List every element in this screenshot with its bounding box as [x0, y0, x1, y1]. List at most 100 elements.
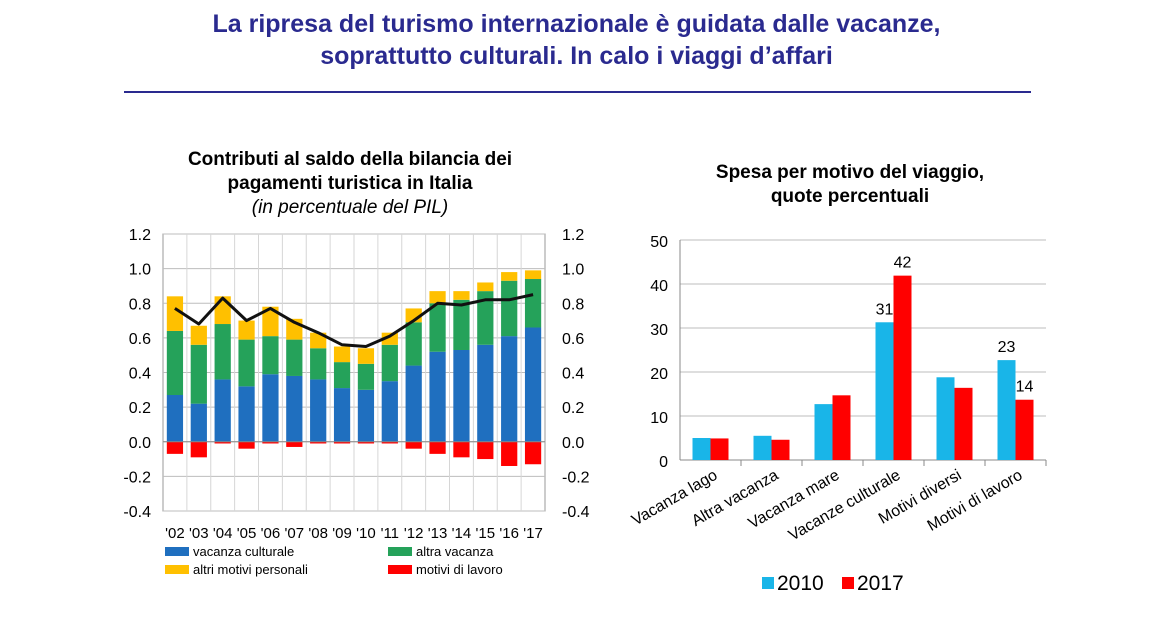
left-y-tick-label: -0.4 [123, 504, 151, 521]
left-bar-vacanza-culturale [381, 381, 398, 442]
left-bar-altri-motivi-personali [333, 346, 351, 363]
left-bar-altra-vacanza [405, 322, 422, 366]
left-bar-motivi-di-lavoro [477, 441, 494, 460]
right-bar-2017 [832, 395, 851, 460]
left-bar-motivi-di-lavoro [429, 441, 446, 454]
left-bar-motivi-di-lavoro [453, 441, 470, 458]
right-bar-2017 [710, 438, 729, 460]
left-bar-vacanza-culturale [238, 386, 255, 442]
left-bar-altra-vacanza [286, 339, 303, 376]
left-y2-tick-label: -0.4 [562, 504, 590, 521]
left-y2-tick-label: 0.4 [562, 366, 584, 383]
right-bar-2010 [936, 377, 955, 460]
left-bar-altri-motivi-personali [310, 332, 327, 349]
left-x-tick-label: '11 [381, 525, 399, 542]
left-x-tick-label: '03 [189, 525, 209, 542]
left-legend-swatch-altri-motivi-personali [165, 565, 189, 574]
right-chart-title-line2: quote percentuali [770, 186, 930, 207]
left-bar-altri-motivi-personali [238, 320, 255, 340]
left-bar-vacanza-culturale [190, 403, 207, 442]
left-bar-altra-vacanza [333, 362, 351, 389]
right-chart-title-line1: Spesa per motivo del viaggio, [715, 162, 985, 183]
left-bar-vacanza-culturale [214, 379, 231, 442]
left-legend-label-altra-vacanza: altra vacanza [416, 544, 494, 559]
left-bar-altra-vacanza [214, 324, 231, 380]
left-bar-motivi-di-lavoro [190, 441, 207, 458]
left-y-tick-label: 0.6 [129, 331, 151, 348]
left-bar-vacanza-culturale [166, 395, 184, 442]
left-bar-motivi-di-lavoro [357, 441, 375, 444]
left-bar-altra-vacanza [310, 348, 327, 380]
left-bar-altra-vacanza [524, 279, 542, 328]
left-bar-altra-vacanza [238, 339, 255, 387]
left-x-tick-label: '10 [356, 525, 376, 542]
left-y2-tick-label: 0.0 [562, 435, 584, 452]
slide-title-line1: La ripresa del turismo internazionale è … [212, 10, 941, 38]
left-bar-motivi-di-lavoro [333, 441, 351, 444]
left-bar-altri-motivi-personali [381, 332, 398, 345]
right-bar-2010 [875, 322, 894, 460]
left-bar-altri-motivi-personali [524, 270, 542, 280]
left-bar-altri-motivi-personali [453, 291, 470, 300]
left-bar-motivi-di-lavoro [501, 441, 518, 466]
right-data-label: 23 [998, 339, 1016, 356]
right-y-tick-label: 20 [650, 366, 668, 383]
left-x-tick-label: '07 [285, 525, 305, 542]
right-x-tick-label: Vacanze culturale [786, 467, 904, 545]
left-bar-motivi-di-lavoro [381, 441, 398, 444]
right-y-tick-label: 0 [659, 454, 668, 471]
left-bar-vacanza-culturale [429, 351, 446, 442]
left-chart-title-line2: pagamenti turistica in Italia [227, 173, 473, 194]
left-chart-title-line1: Contributi al saldo della bilancia dei [187, 149, 513, 170]
right-y-tick-label: 50 [650, 234, 668, 251]
slide-title: La ripresa del turismo internazionale è … [0, 8, 1153, 72]
left-bar-vacanza-culturale [477, 344, 494, 442]
left-y-tick-label: 0.4 [129, 366, 151, 383]
left-y-tick-label: -0.2 [123, 469, 151, 486]
left-bar-altri-motivi-personali [190, 325, 207, 345]
right-data-label: 42 [894, 255, 912, 272]
right-bar-2017 [893, 275, 912, 460]
left-bar-motivi-di-lavoro [286, 441, 303, 447]
left-x-tick-label: '17 [523, 525, 543, 542]
left-bar-altra-vacanza [501, 280, 518, 337]
left-bar-altri-motivi-personali [429, 291, 446, 304]
title-divider [124, 91, 1031, 93]
left-y-tick-label: 0.0 [129, 435, 151, 452]
left-y-tick-label: 1.0 [129, 262, 151, 279]
left-bar-motivi-di-lavoro [214, 441, 231, 444]
right-legend-swatch-2017 [842, 577, 854, 589]
left-legend-swatch-altra-vacanza [388, 547, 412, 556]
left-bar-vacanza-culturale [357, 389, 375, 442]
left-bar-altra-vacanza [262, 336, 279, 375]
left-bar-vacanza-culturale [453, 349, 470, 442]
right-bar-2017 [954, 387, 973, 460]
left-bar-altra-vacanza [166, 330, 184, 396]
right-data-label: 14 [1016, 379, 1034, 396]
left-bar-altra-vacanza [357, 363, 375, 390]
left-x-tick-label: '16 [499, 525, 519, 542]
right-legend-label-2010: 2010 [777, 572, 824, 595]
left-x-tick-label: '13 [428, 525, 448, 542]
left-bar-altra-vacanza [381, 344, 398, 382]
left-legend-label-altri-motivi-personali: altri motivi personali [193, 562, 308, 577]
left-bar-altra-vacanza [477, 291, 494, 345]
left-bar-vacanza-culturale [262, 374, 279, 442]
left-bar-motivi-di-lavoro [166, 441, 184, 454]
left-y-tick-label: 0.8 [129, 296, 151, 313]
left-chart-title: Contributi al saldo della bilancia dei p… [135, 148, 565, 220]
left-bar-vacanza-culturale [501, 336, 518, 442]
left-bar-motivi-di-lavoro [524, 441, 542, 465]
right-chart-title: Spesa per motivo del viaggio, quote perc… [640, 161, 1060, 209]
left-bar-altra-vacanza [453, 299, 470, 350]
left-line-saldo [174, 293, 534, 348]
left-x-tick-label: '04 [213, 525, 233, 542]
right-legend-label-2017: 2017 [857, 572, 904, 595]
right-bar-2010 [814, 404, 833, 460]
left-bar-altri-motivi-personali [501, 272, 518, 281]
left-legend-swatch-motivi-di-lavoro [388, 565, 412, 574]
slide-title-line2: soprattutto culturali. In calo i viaggi … [320, 42, 833, 70]
left-x-tick-label: '02 [165, 525, 185, 542]
left-bar-altri-motivi-personali [214, 296, 231, 325]
